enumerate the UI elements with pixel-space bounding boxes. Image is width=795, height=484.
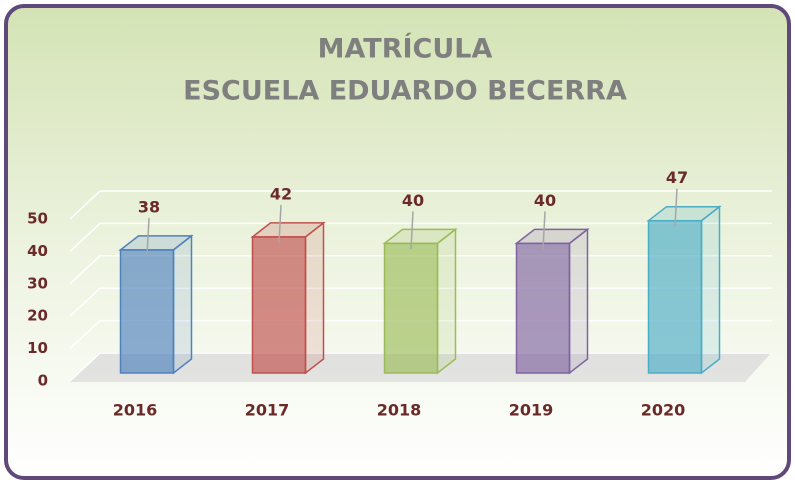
y-tick-label: 40 (27, 242, 48, 260)
bar-side (700, 205, 721, 375)
leader-line (542, 211, 546, 250)
grid-line (69, 190, 772, 220)
leader-line (674, 188, 678, 227)
value-label: 42 (270, 184, 292, 203)
x-tick-label: 2016 (113, 401, 158, 420)
grid-line (69, 222, 772, 252)
y-tick-label: 10 (27, 339, 48, 357)
value-label: 40 (534, 191, 556, 210)
bar (383, 242, 439, 374)
bar-side (172, 234, 193, 375)
y-tick-label: 0 (38, 372, 48, 390)
value-label: 40 (402, 191, 424, 210)
x-tick-label: 2017 (245, 401, 290, 420)
value-label: 47 (666, 168, 688, 187)
x-tick-label: 2018 (377, 401, 422, 420)
bar-side (436, 227, 457, 375)
y-tick-label: 20 (27, 307, 48, 325)
bar (515, 242, 571, 374)
x-tick-label: 2020 (641, 401, 686, 420)
leader-line (410, 211, 414, 250)
chart-title: MATRÍCULA (318, 33, 493, 65)
x-tick-label: 2019 (509, 401, 554, 420)
leader-line (278, 204, 282, 243)
bar-side (304, 221, 325, 375)
y-tick-label: 30 (27, 274, 48, 292)
bar (647, 219, 703, 374)
value-label: 38 (138, 197, 160, 216)
bar-side (568, 227, 589, 375)
chart-subtitle: ESCUELA EDUARDO BECERRA (183, 76, 627, 107)
bar (251, 236, 307, 374)
leader-line (146, 217, 150, 256)
bar (119, 249, 175, 374)
y-tick-label: 50 (27, 210, 48, 228)
